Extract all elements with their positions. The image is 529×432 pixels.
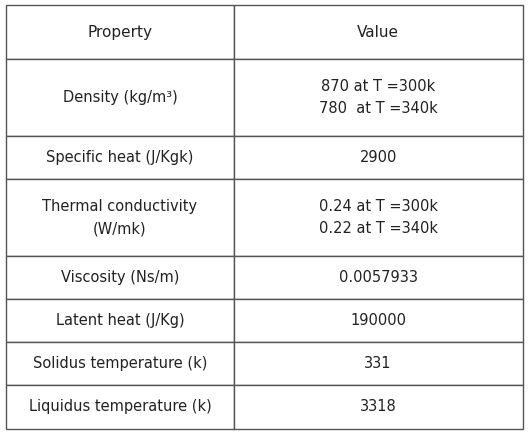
Text: Specific heat (J/Kgk): Specific heat (J/Kgk)	[46, 150, 194, 165]
Bar	[233, 136, 523, 179]
Bar	[6, 59, 233, 136]
Text: Liquidus temperature (k): Liquidus temperature (k)	[29, 400, 211, 414]
Text: 190000: 190000	[350, 313, 406, 328]
Text: Viscosity (Ns/m): Viscosity (Ns/m)	[61, 270, 179, 285]
Bar	[233, 5, 523, 59]
Bar	[6, 136, 233, 179]
Text: 2900: 2900	[359, 150, 397, 165]
Bar	[6, 342, 233, 385]
Bar	[233, 59, 523, 136]
Text: Density (kg/m³): Density (kg/m³)	[62, 90, 177, 105]
Text: 3318: 3318	[360, 400, 396, 414]
Text: 331: 331	[364, 356, 392, 371]
Bar	[6, 5, 233, 59]
Bar	[233, 385, 523, 429]
Bar	[233, 299, 523, 342]
Text: 0.24 at T =300k
0.22 at T =340k: 0.24 at T =300k 0.22 at T =340k	[318, 199, 437, 236]
Text: Latent heat (J/Kg): Latent heat (J/Kg)	[56, 313, 184, 328]
Bar	[6, 385, 233, 429]
Text: Thermal conductivity
(W/mk): Thermal conductivity (W/mk)	[42, 199, 197, 236]
Text: 870 at T =300k
780  at T =340k: 870 at T =300k 780 at T =340k	[318, 79, 437, 116]
Bar	[6, 256, 233, 299]
Bar	[233, 342, 523, 385]
Text: Solidus temperature (k): Solidus temperature (k)	[33, 356, 207, 371]
Text: 0.0057933: 0.0057933	[339, 270, 417, 285]
Bar	[233, 179, 523, 256]
Bar	[6, 179, 233, 256]
Text: Value: Value	[357, 25, 399, 39]
Text: Property: Property	[87, 25, 152, 39]
Bar	[6, 299, 233, 342]
Bar	[233, 256, 523, 299]
